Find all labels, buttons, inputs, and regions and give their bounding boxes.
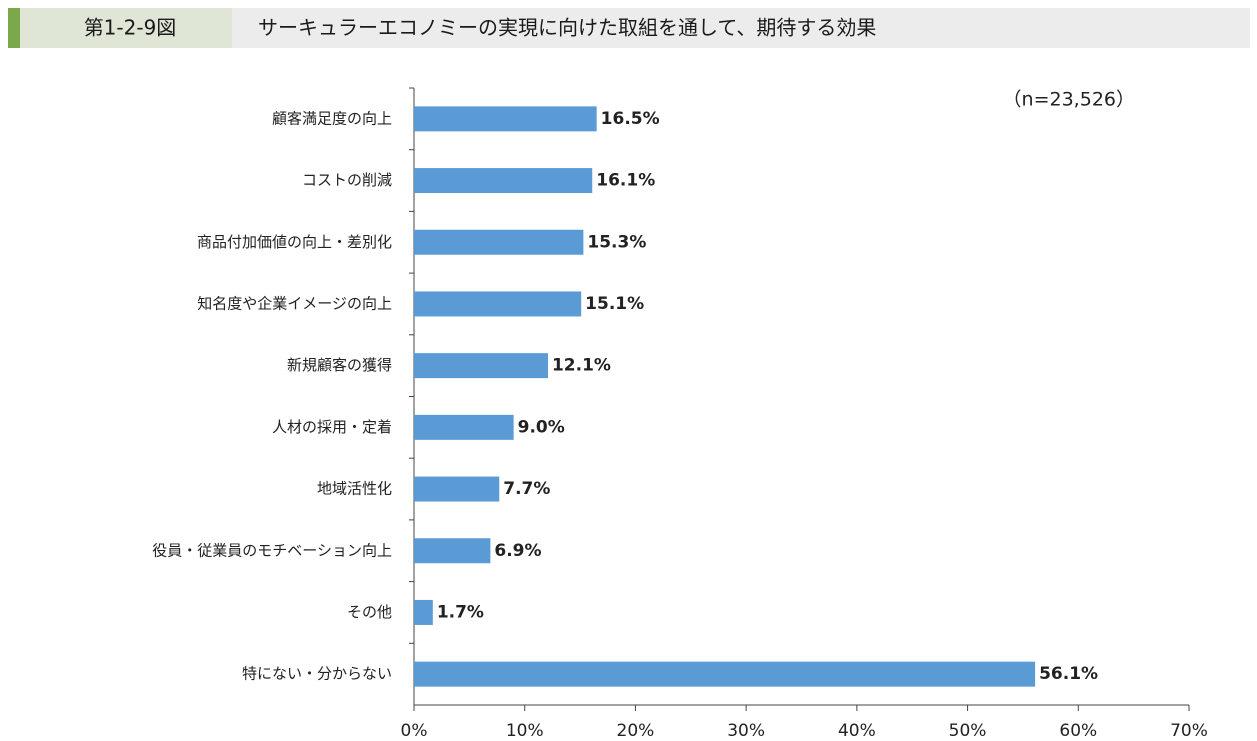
value-label: 7.7% xyxy=(503,479,550,499)
bar xyxy=(414,291,582,317)
figure-label: 第1-2-9図 xyxy=(84,16,177,40)
y-tick-label: 新規顧客の獲得 xyxy=(287,356,392,374)
y-tick-label: 商品付加価値の向上・差別化 xyxy=(197,233,392,251)
bar xyxy=(414,476,500,502)
x-tick-label: 30% xyxy=(727,721,765,741)
y-tick-label: その他 xyxy=(347,603,392,621)
bar xyxy=(414,414,514,440)
value-label: 6.9% xyxy=(494,541,541,561)
value-label: 12.1% xyxy=(552,356,611,376)
y-tick-label: 特にない・分からない xyxy=(242,665,392,683)
y-tick-label: 知名度や企業イメージの向上 xyxy=(197,294,392,312)
y-tick-label: コストの削減 xyxy=(302,171,392,189)
x-tick-label: 50% xyxy=(949,721,987,741)
chart-title: サーキュラーエコノミーの実現に向けた取組を通して、期待する効果 xyxy=(258,16,876,40)
y-tick-label: 役員・従業員のモチベーション向上 xyxy=(152,541,392,559)
bar xyxy=(414,538,491,564)
value-label: 16.1% xyxy=(596,171,655,191)
value-label: 56.1% xyxy=(1039,664,1098,684)
annotation: （n=23,526） xyxy=(1003,89,1135,111)
bar xyxy=(414,599,433,625)
x-tick-label: 20% xyxy=(617,721,655,741)
x-tick-label: 70% xyxy=(1170,721,1208,741)
x-tick-label: 0% xyxy=(401,721,428,741)
x-tick-label: 10% xyxy=(506,721,544,741)
header-accent xyxy=(8,8,20,48)
y-tick-label: 顧客満足度の向上 xyxy=(272,109,392,127)
bar xyxy=(414,168,593,194)
bar xyxy=(414,229,584,255)
bar xyxy=(414,106,597,132)
bar xyxy=(414,353,548,379)
value-label: 15.3% xyxy=(587,232,646,252)
value-label: 1.7% xyxy=(437,602,484,622)
value-label: 16.5% xyxy=(601,109,660,129)
bar xyxy=(414,661,1036,687)
value-label: 15.1% xyxy=(585,294,644,314)
x-tick-label: 60% xyxy=(1059,721,1097,741)
y-tick-label: 地域活性化 xyxy=(317,480,392,498)
header-label-box xyxy=(20,8,232,48)
y-tick-label: 人材の採用・定着 xyxy=(272,418,392,436)
value-label: 9.0% xyxy=(518,417,565,437)
x-tick-label: 40% xyxy=(838,721,876,741)
